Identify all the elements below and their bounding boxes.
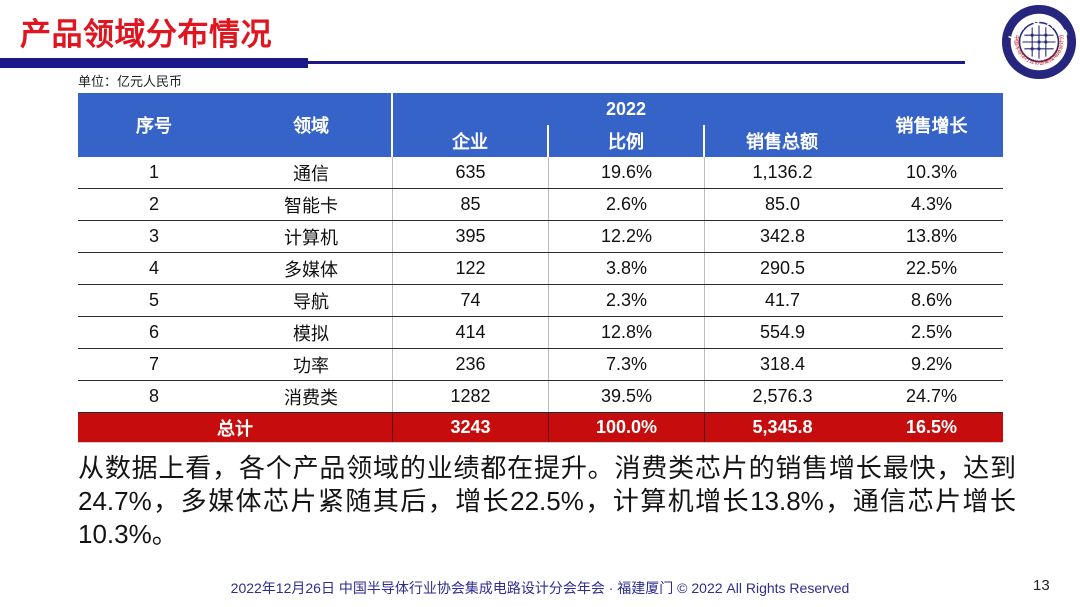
unit-label: 单位：亿元人民币 <box>78 74 183 89</box>
cell-ratio: 2.6% <box>548 189 704 220</box>
iccad-logo-icon: I C C A D 中国半导体行业协会集成电路设计分会 <box>1000 3 1077 80</box>
cell-sales-total: 2,576.3 <box>704 381 860 412</box>
cell-index: 4 <box>148 258 159 278</box>
page-title: 产品领域分布情况 <box>20 17 272 52</box>
cell-sales-growth: 24.7% <box>905 386 958 406</box>
cell-domain: 多媒体 <box>284 259 338 280</box>
cell-sales-total: 342.8 <box>704 221 860 252</box>
total-ratio: 100.0% <box>548 413 704 442</box>
header-separator <box>547 125 549 157</box>
cell-index: 8 <box>148 386 159 406</box>
cell-domain: 计算机 <box>284 227 338 248</box>
cell-sales-growth: 10.3% <box>905 162 958 182</box>
total-sales-total: 5,345.8 <box>704 413 860 442</box>
cell-domain: 通信 <box>293 163 329 184</box>
table-row: 6 模拟 414 12.8% 554.9 2.5% <box>78 317 1003 349</box>
title-divider-thick <box>0 58 308 68</box>
cell-companies: 122 <box>392 253 548 284</box>
product-domain-table: 序号 领域 2022 企业 比例 销售总额 销售增长 1 通信 635 19.6% 1,… <box>78 93 1003 443</box>
table-row: 3 计算机 395 12.2% 342.8 13.8% <box>78 221 1003 253</box>
col-header-ratio: 比例 <box>608 132 644 152</box>
table-row: 8 消费类 1282 39.5% 2,576.3 24.7% <box>78 381 1003 413</box>
cell-ratio: 39.5% <box>548 381 704 412</box>
col-header-index: 序号 <box>136 116 172 136</box>
col-header-domain: 领域 <box>293 116 329 136</box>
cell-sales-total: 1,136.2 <box>704 157 860 188</box>
col-header-sales-total: 销售总额 <box>746 132 818 152</box>
cell-companies: 414 <box>392 317 548 348</box>
cell-sales-growth: 13.8% <box>905 226 958 246</box>
cell-sales-total: 290.5 <box>704 253 860 284</box>
header-separator <box>703 125 705 157</box>
cell-domain: 消费类 <box>284 387 338 408</box>
cell-domain: 导航 <box>293 291 329 312</box>
cell-sales-total: 318.4 <box>704 349 860 380</box>
table-row: 5 导航 74 2.3% 41.7 8.6% <box>78 285 1003 317</box>
table-header: 序号 领域 2022 企业 比例 销售总额 销售增长 <box>78 93 1003 157</box>
cell-companies: 236 <box>392 349 548 380</box>
cell-companies: 74 <box>392 285 548 316</box>
table-row: 7 功率 236 7.3% 318.4 9.2% <box>78 349 1003 381</box>
cell-ratio: 12.2% <box>548 221 704 252</box>
cell-ratio: 12.8% <box>548 317 704 348</box>
page-number: 13 <box>1033 577 1050 594</box>
cell-companies: 635 <box>392 157 548 188</box>
col-header-companies: 企业 <box>452 132 488 152</box>
cell-ratio: 2.3% <box>548 285 704 316</box>
cell-index: 3 <box>148 226 159 246</box>
cell-sales-total: 41.7 <box>704 285 860 316</box>
cell-sales-growth: 22.5% <box>905 258 958 278</box>
cell-index: 5 <box>148 290 159 310</box>
cell-domain: 模拟 <box>293 323 329 344</box>
cell-sales-growth: 2.5% <box>910 322 953 342</box>
table-row: 1 通信 635 19.6% 1,136.2 10.3% <box>78 157 1003 189</box>
total-sales-growth: 16.5% <box>905 417 958 437</box>
cell-index: 1 <box>148 162 159 182</box>
cell-companies: 395 <box>392 221 548 252</box>
cell-index: 2 <box>148 194 159 214</box>
col-header-year-2022: 2022 <box>605 98 647 119</box>
table-row: 4 多媒体 122 3.8% 290.5 22.5% <box>78 253 1003 285</box>
cell-sales-growth: 9.2% <box>910 354 953 374</box>
cell-sales-growth: 8.6% <box>910 290 953 310</box>
cell-ratio: 3.8% <box>548 253 704 284</box>
col-header-sales-growth: 销售增长 <box>895 116 968 136</box>
footer-text: 2022年12月26日 中国半导体行业协会集成电路设计分会年会 · 福建厦门 ©… <box>230 580 850 596</box>
cell-index: 7 <box>148 354 159 374</box>
cell-domain: 智能卡 <box>284 195 338 216</box>
cell-sales-growth: 4.3% <box>910 194 953 214</box>
cell-companies: 85 <box>392 189 548 220</box>
total-label: 总计 <box>217 418 253 439</box>
cell-sales-total: 85.0 <box>704 189 860 220</box>
table-row: 2 智能卡 85 2.6% 85.0 4.3% <box>78 189 1003 221</box>
cell-ratio: 7.3% <box>548 349 704 380</box>
cell-companies: 1282 <box>392 381 548 412</box>
header-separator <box>391 93 393 157</box>
table-total-row: 总计 3243 100.0% 5,345.8 16.5% <box>78 413 1003 443</box>
summary-paragraph: 从数据上看，各个产品领域的业绩都在提升。消费类芯片的销售增长最快，达到24.7%… <box>78 453 1016 549</box>
total-companies: 3243 <box>392 413 548 442</box>
cell-ratio: 19.6% <box>548 157 704 188</box>
title-divider-thin <box>308 61 965 64</box>
cell-domain: 功率 <box>293 355 329 376</box>
table-body: 1 通信 635 19.6% 1,136.2 10.3% 2 智能卡 85 2.6% 85.0 4.3… <box>78 157 1003 413</box>
cell-index: 6 <box>148 322 159 342</box>
cell-sales-total: 554.9 <box>704 317 860 348</box>
